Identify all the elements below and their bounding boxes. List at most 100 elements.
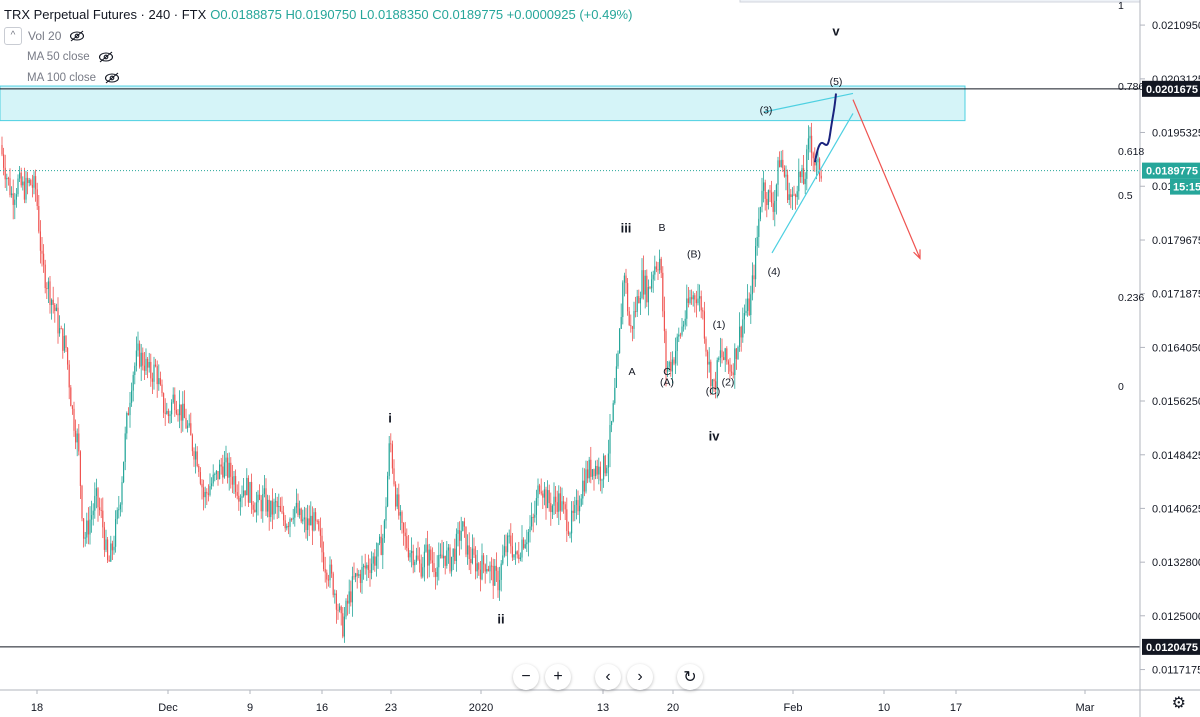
candle-body	[820, 175, 822, 179]
candle-body	[526, 542, 528, 545]
eye-crossed-icon[interactable]	[104, 72, 120, 84]
candle-body	[151, 378, 153, 382]
symbol-title[interactable]: TRX Perpetual Futures · 240 · FTX	[4, 7, 207, 22]
candle-body	[291, 518, 293, 520]
candle-body	[318, 521, 320, 530]
candle-body	[558, 493, 560, 512]
candle-body	[441, 554, 443, 559]
candle-body	[415, 555, 417, 562]
candle-body	[203, 487, 205, 498]
candle-body	[124, 433, 126, 462]
candle-body	[476, 563, 478, 572]
wedge-trendline	[771, 113, 854, 254]
candle-body	[483, 555, 485, 565]
candle-body	[174, 394, 176, 411]
candle-body	[524, 544, 526, 549]
candle-body	[116, 510, 118, 520]
chevron-right-icon[interactable]: ›	[627, 664, 653, 690]
candle-body	[639, 297, 641, 304]
candle-body	[217, 471, 219, 480]
candle-body	[542, 493, 544, 498]
collapse-icon[interactable]: ^	[4, 26, 22, 45]
candle-body	[635, 311, 637, 313]
candle-body	[49, 281, 51, 305]
candle-body	[121, 482, 123, 505]
candle-body	[135, 350, 137, 366]
ma100-indicator-label[interactable]: MA 100 close	[27, 71, 97, 84]
candle-body	[793, 194, 795, 196]
legend-vol-row[interactable]: ^ Vol 20	[4, 25, 632, 46]
legend-ma100-row[interactable]: MA 100 close	[4, 67, 632, 88]
candle-body	[356, 573, 358, 576]
candle-body	[102, 510, 104, 528]
candle-body	[551, 505, 553, 513]
candle-body	[113, 546, 115, 551]
wave-label: B	[658, 222, 665, 234]
candle-body	[652, 274, 654, 280]
candle-body	[158, 378, 160, 385]
candle-body	[604, 455, 606, 474]
plus-icon[interactable]: +	[545, 664, 571, 690]
wave-label: iii	[621, 220, 632, 235]
candle-body	[654, 266, 656, 275]
legend-ma50-row[interactable]: MA 50 close	[4, 46, 632, 67]
price-tick-label: 0.0156250	[1152, 396, 1200, 408]
candle-body	[150, 361, 152, 379]
candle-body	[462, 521, 464, 531]
reset-icon[interactable]: ↻	[677, 664, 703, 690]
wave-label: (C)	[706, 385, 721, 397]
candle-body	[350, 591, 352, 603]
chevron-left-icon[interactable]: ‹	[595, 664, 621, 690]
ma50-indicator-label[interactable]: MA 50 close	[27, 50, 90, 63]
candle-body	[73, 408, 75, 431]
candle-body	[273, 501, 275, 515]
candle-body	[308, 518, 310, 526]
minus-icon[interactable]: −	[513, 664, 539, 690]
candle-body	[539, 485, 541, 492]
candle-body	[443, 555, 445, 559]
candle-body	[651, 279, 653, 289]
candle-body	[630, 325, 632, 327]
candle-body	[278, 506, 280, 508]
candle-body	[380, 536, 382, 555]
target-arrow-head	[913, 249, 921, 260]
candle-body	[369, 570, 371, 574]
candle-body	[198, 466, 200, 473]
gear-icon[interactable]: ⚙	[1171, 695, 1186, 712]
candle-body	[723, 357, 725, 360]
candle-body	[596, 465, 598, 475]
wave-label: v	[832, 24, 840, 39]
candle-body	[268, 499, 270, 518]
candle-body	[611, 421, 613, 426]
candle-body	[580, 498, 582, 506]
candle-body	[406, 536, 408, 549]
eye-crossed-icon[interactable]	[69, 30, 85, 42]
candle-body	[172, 394, 174, 403]
fib-level-label: 0	[1118, 381, 1124, 393]
fib-level-label: 0.786	[1118, 81, 1144, 93]
candle-body	[671, 359, 673, 372]
candle-body	[345, 600, 347, 617]
candle-body	[19, 172, 21, 179]
eye-crossed-icon[interactable]	[98, 51, 114, 63]
candle-body	[774, 200, 776, 212]
candle-body	[713, 379, 715, 382]
candle-body	[798, 171, 800, 192]
candle-body	[295, 502, 297, 508]
candle-body	[99, 507, 101, 510]
candle-body	[91, 515, 93, 520]
vol-indicator-label[interactable]: Vol 20	[28, 28, 62, 43]
candle-body	[575, 500, 577, 505]
candle-body	[79, 451, 81, 486]
candle-body	[307, 518, 309, 531]
candle-body	[15, 194, 17, 200]
candle-body	[215, 471, 217, 475]
candle-body	[297, 502, 299, 515]
candle-body	[241, 496, 243, 498]
candle-body	[353, 576, 355, 578]
candle-body	[110, 543, 112, 562]
time-tick-label: 18	[31, 702, 43, 714]
candle-body	[311, 515, 313, 531]
wave-label: (3)	[760, 104, 773, 116]
